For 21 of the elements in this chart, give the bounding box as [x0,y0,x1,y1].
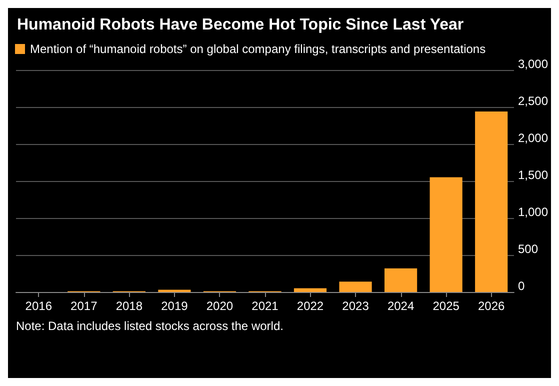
y-tick-label: 2,500 [518,94,548,108]
text: Note: Data includes listed stocks across the world. [16,319,284,333]
x-tick-label: 2018 [116,299,143,313]
x-tick-label: 2023 [342,299,370,313]
chart-title: Humanoid Robots Have Become Hot Topic Since Last Year [17,16,464,34]
x-tick-label: 2025 [432,299,460,313]
x-tick-label: 2019 [161,299,188,313]
x-tick-label: 2026 [478,299,506,313]
x-tick-label: 2016 [25,299,52,313]
legend-label: Mention of “humanoid robots” on global company filings, transcripts and presentations [30,42,486,56]
x-tick-label: 2021 [252,299,279,313]
x-tick-label: 2017 [70,299,98,313]
x-tick-label: 2024 [387,299,414,313]
y-tick-label: 0 [518,279,525,293]
y-tick-label: 500 [518,242,538,256]
y-tick-label: 1,500 [518,168,548,182]
y-tick-label: 2,000 [518,131,548,145]
y-tick-label: 3,000 [518,57,548,71]
x-tick-label: 2020 [206,299,234,313]
y-tick-label: 1,000 [518,205,548,219]
x-tick-label: 2022 [296,299,324,313]
